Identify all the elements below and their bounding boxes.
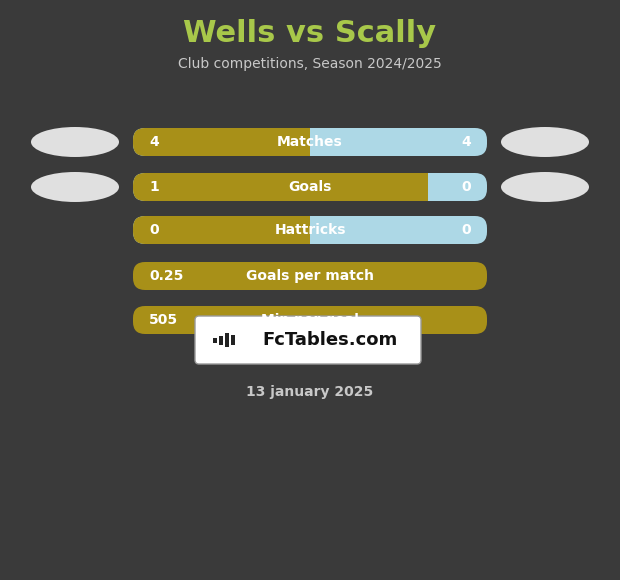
Text: Hattricks: Hattricks (274, 223, 346, 237)
Bar (225, 333, 229, 347)
Text: 1: 1 (149, 180, 159, 194)
Text: 4: 4 (461, 135, 471, 149)
Text: 0.25: 0.25 (149, 269, 184, 283)
FancyBboxPatch shape (133, 306, 487, 334)
Bar (213, 338, 217, 343)
Text: Wells vs Scally: Wells vs Scally (184, 19, 436, 48)
FancyBboxPatch shape (133, 128, 310, 156)
Ellipse shape (31, 172, 119, 202)
Text: 0: 0 (461, 180, 471, 194)
Text: 505: 505 (149, 313, 178, 327)
FancyBboxPatch shape (133, 216, 487, 244)
FancyBboxPatch shape (133, 216, 310, 244)
Ellipse shape (501, 127, 589, 157)
Text: Club competitions, Season 2024/2025: Club competitions, Season 2024/2025 (178, 57, 442, 71)
Bar (298, 128, 310, 156)
Ellipse shape (31, 127, 119, 157)
Text: 4: 4 (149, 135, 159, 149)
Text: Goals: Goals (288, 180, 332, 194)
Text: 0: 0 (461, 223, 471, 237)
FancyBboxPatch shape (133, 173, 487, 201)
Text: 0: 0 (149, 223, 159, 237)
Text: 13 january 2025: 13 january 2025 (246, 385, 374, 399)
Ellipse shape (501, 172, 589, 202)
Text: Matches: Matches (277, 135, 343, 149)
Bar (231, 335, 235, 345)
FancyBboxPatch shape (133, 262, 487, 290)
Text: FcTables.com: FcTables.com (262, 331, 397, 349)
Bar (219, 335, 223, 345)
FancyBboxPatch shape (195, 316, 421, 364)
Bar (298, 216, 310, 244)
Bar (416, 173, 428, 201)
FancyBboxPatch shape (133, 173, 428, 201)
FancyBboxPatch shape (133, 128, 487, 156)
Text: Min per goal: Min per goal (261, 313, 359, 327)
Text: Goals per match: Goals per match (246, 269, 374, 283)
